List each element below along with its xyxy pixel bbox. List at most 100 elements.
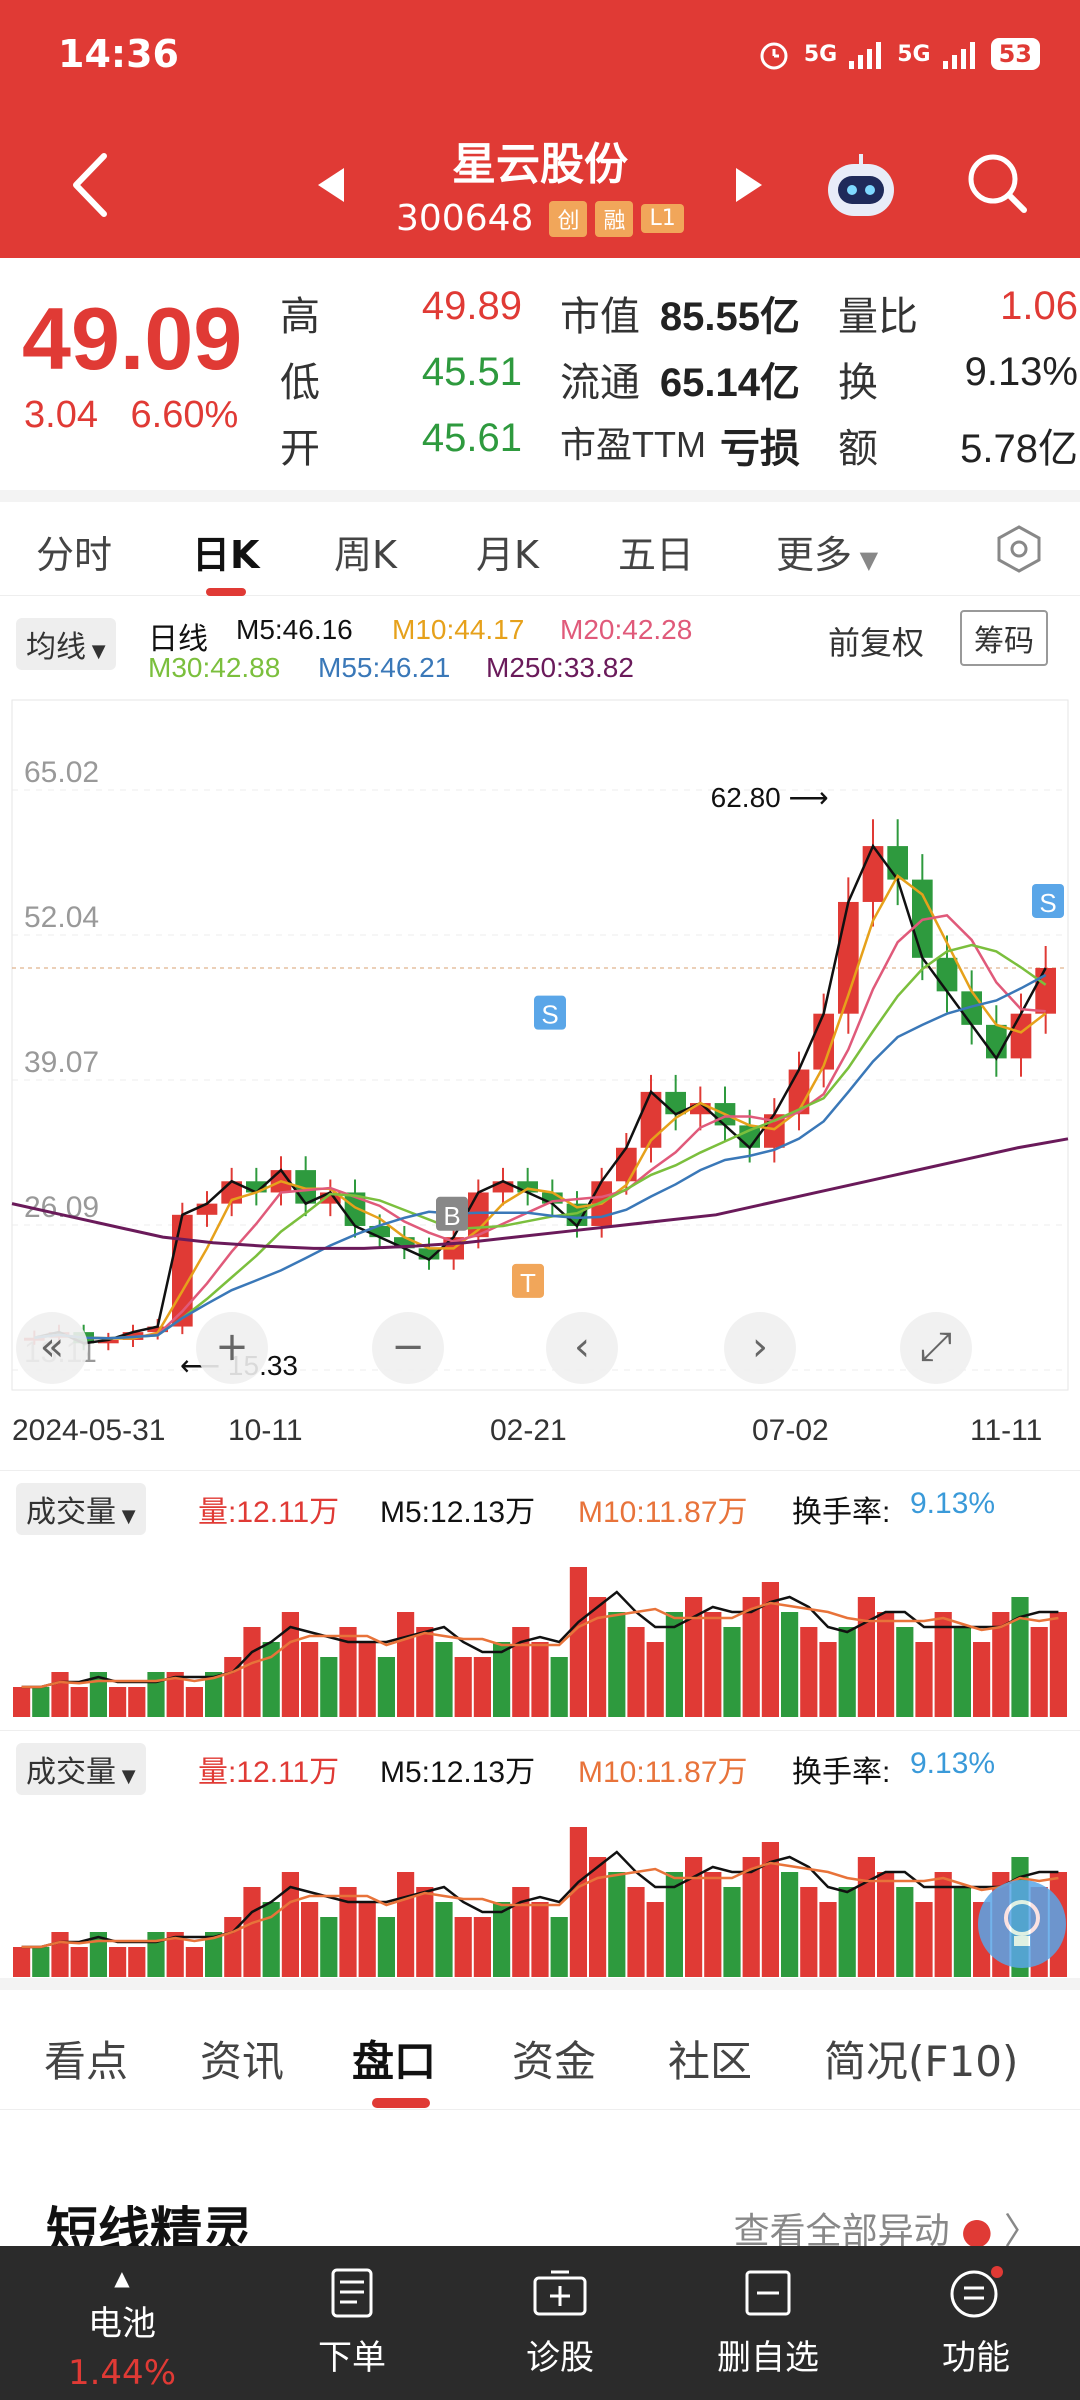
toolbar-diagnose[interactable]: 诊股 [480, 2266, 640, 2379]
tab-highlights[interactable]: 看点 [44, 2037, 129, 2086]
period-tabs: 分时 日K 周K 月K 五日 更多 ▼ [0, 500, 1080, 596]
tag-l1: L1 [641, 204, 684, 233]
lightbulb-float-button[interactable] [978, 1880, 1066, 1968]
volume-bar-0-18 [358, 1642, 376, 1717]
date-tick-1: 10-11 [228, 1414, 303, 1447]
header: 14:36 5G 5G 53 星云股份 300648 创 融 L1 [0, 0, 1080, 258]
robot-assistant-icon[interactable] [824, 150, 898, 224]
volume-bar-0-52 [1011, 1597, 1029, 1717]
volume-bar-1-38 [742, 1857, 760, 1977]
zoom-in-icon[interactable] [196, 1312, 268, 1384]
chip-distribution-button[interactable]: 筹码 [960, 610, 1048, 666]
label-low: 低 [280, 361, 320, 405]
volume-bar-0-24 [473, 1657, 491, 1717]
change-percent: 6.60% [130, 394, 239, 436]
label-market-cap: 市值 [560, 295, 640, 339]
tab-order-book[interactable]: 盘口 [352, 2037, 437, 2086]
volume-bar-0-48 [934, 1612, 952, 1717]
volume-bar-0-27 [531, 1642, 549, 1717]
tab-weekly-k[interactable]: 周K [334, 533, 397, 577]
settings-hexagon-icon[interactable] [994, 524, 1044, 574]
search-icon[interactable] [964, 150, 1030, 216]
ma-m10: M10:44.17 [392, 614, 525, 645]
tab-news[interactable]: 资讯 [200, 2037, 285, 2086]
y-tick-0: 65.02 [24, 756, 99, 789]
volume-bar-0-44 [857, 1597, 875, 1717]
candle-body-24 [616, 1147, 637, 1182]
volume-bar-0-32 [627, 1627, 645, 1717]
tab-intraday[interactable]: 分时 [36, 533, 113, 577]
volume-bar-1-49 [953, 1887, 971, 1977]
value-pe-ttm: 亏损 [720, 427, 800, 471]
chart-frame [11, 699, 1069, 1391]
volume-bar-1-36 [704, 1872, 722, 1977]
volume-panel-2: 成交量 ▼ 量:12.11万 M5:12.13万 M10:11.87万 换手率:… [0, 1730, 1080, 1980]
spirit-more-link[interactable]: 查看全部异动 ● 〉 [734, 2202, 1040, 2254]
volume-bar-1-27 [531, 1902, 549, 1977]
next-stock-icon[interactable] [736, 168, 762, 202]
toolbar-remove-watchlist[interactable]: 删自选 [688, 2266, 848, 2379]
divider-2 [0, 1978, 1080, 1990]
candle-body-3 [98, 1339, 119, 1344]
ma-period: 日线 [148, 623, 208, 656]
volume-bar-0-36 [704, 1612, 722, 1717]
back-arrow-icon[interactable] [70, 150, 110, 220]
tab-more[interactable]: 更多 ▼ [776, 524, 878, 579]
red-dot-icon: ● [961, 2211, 993, 2252]
volume-bar-0-45 [877, 1612, 895, 1717]
volume-bar-1-23 [454, 1917, 472, 1977]
volume-selector-button-2[interactable]: 成交量 ▼ [16, 1743, 146, 1795]
double-left-icon[interactable] [16, 1312, 88, 1384]
volume-bar-1-8 [166, 1932, 184, 1977]
ma-selector-button[interactable]: 均线 ▼ [16, 618, 116, 670]
toolbar-functions[interactable]: 功能 [896, 2266, 1056, 2379]
label-open: 开 [280, 427, 320, 471]
scroll-left-icon[interactable] [546, 1312, 618, 1384]
tab-funds[interactable]: 资金 [512, 2037, 597, 2086]
fullscreen-icon[interactable] [900, 1312, 972, 1384]
adjust-mode[interactable]: 前复权 [828, 624, 925, 662]
ma55-line [34, 973, 1047, 1340]
chevron-right-icon: 〉 [1003, 2211, 1040, 2252]
volume-bar-0-54 [1049, 1612, 1067, 1717]
ma-m250: M250:33.82 [486, 652, 634, 683]
candle-body-12 [320, 1192, 341, 1204]
tab-five-day[interactable]: 五日 [618, 533, 695, 577]
turnover-label-2: 换手率: [792, 1756, 891, 1789]
volume-bar-1-22 [435, 1902, 453, 1977]
tab-monthly-k[interactable]: 月K [476, 533, 539, 577]
toolbar-order[interactable]: 下单 [272, 2266, 432, 2379]
toolbar-remove-label: 删自选 [717, 2338, 819, 2378]
signal-5g-label-2: 5G [897, 41, 931, 67]
volume-bar-0-12 [243, 1627, 261, 1717]
divider [0, 490, 1080, 502]
tab-daily-k[interactable]: 日K [192, 533, 260, 577]
volume-selector-button-1[interactable]: 成交量 ▼ [16, 1483, 146, 1535]
tag-chuang: 创 [549, 200, 588, 237]
diagnose-icon [533, 2270, 587, 2316]
turnover-value-2: 9.13% [910, 1747, 996, 1780]
volume-bar-0-50 [973, 1642, 991, 1717]
candle-body-5 [147, 1326, 168, 1333]
volume-bar-1-2 [51, 1932, 69, 1977]
volume-bar-0-39 [761, 1582, 779, 1717]
volume-bar-1-43 [838, 1887, 856, 1977]
marker-0-label: S [541, 1000, 558, 1030]
volume-bar-1-0 [13, 1947, 31, 1977]
volume-bar-0-35 [685, 1597, 703, 1717]
volume-bar-0-15 [301, 1642, 319, 1717]
volume-bar-1-12 [243, 1887, 261, 1977]
tag-rong: 融 [595, 200, 634, 237]
prev-stock-icon[interactable] [318, 168, 344, 202]
detail-tabs: 看点 资讯 盘口 资金 社区 简况(F10) [0, 1990, 1080, 2110]
volume-bar-1-6 [128, 1947, 146, 1977]
price-change: 3.04 6.60% [24, 394, 260, 437]
scroll-right-icon[interactable] [724, 1312, 796, 1384]
zoom-out-icon[interactable] [372, 1312, 444, 1384]
minus-square-icon [745, 2270, 791, 2316]
marker-1-label: B [443, 1201, 460, 1231]
tab-profile-f10[interactable]: 简况(F10) [824, 2037, 1019, 2086]
toolbar-battery[interactable]: ▲ 电池 1.44% [42, 2266, 202, 2393]
tab-community[interactable]: 社区 [668, 2037, 753, 2086]
